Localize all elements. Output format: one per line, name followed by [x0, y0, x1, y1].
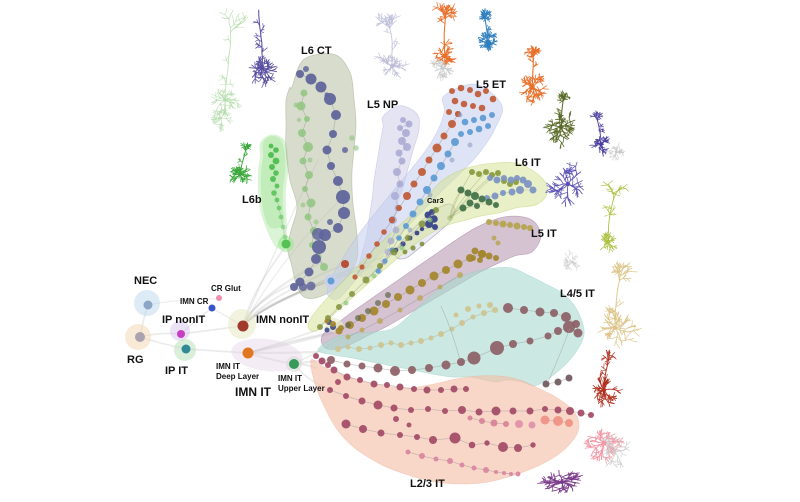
svg-text:Car3: Car3 — [427, 196, 444, 205]
svg-text:L5 IT: L5 IT — [531, 228, 557, 240]
svg-text:IMN IT: IMN IT — [235, 385, 272, 399]
svg-text:L6b: L6b — [242, 194, 262, 206]
svg-text:Upper Layer: Upper Layer — [278, 384, 325, 393]
svg-text:IMN CR: IMN CR — [180, 297, 209, 306]
svg-text:L4/5 IT: L4/5 IT — [560, 288, 595, 300]
svg-text:L6 CT: L6 CT — [301, 45, 332, 57]
svg-text:NEC: NEC — [134, 275, 157, 287]
svg-text:IMN nonIT: IMN nonIT — [256, 314, 309, 326]
svg-text:L5 ET: L5 ET — [476, 79, 506, 91]
svg-text:L5 NP: L5 NP — [367, 99, 398, 111]
svg-text:CR Glut: CR Glut — [211, 284, 241, 293]
svg-text:L2/3 IT: L2/3 IT — [410, 478, 445, 490]
svg-text:IMN IT: IMN IT — [216, 362, 240, 371]
svg-text:L6 IT: L6 IT — [515, 157, 541, 169]
svg-text:RG: RG — [127, 354, 144, 366]
svg-text:IMN IT: IMN IT — [278, 374, 302, 383]
svg-text:Deep Layer: Deep Layer — [216, 372, 259, 381]
svg-text:IP IT: IP IT — [165, 365, 188, 377]
svg-text:IP nonIT: IP nonIT — [162, 314, 205, 326]
